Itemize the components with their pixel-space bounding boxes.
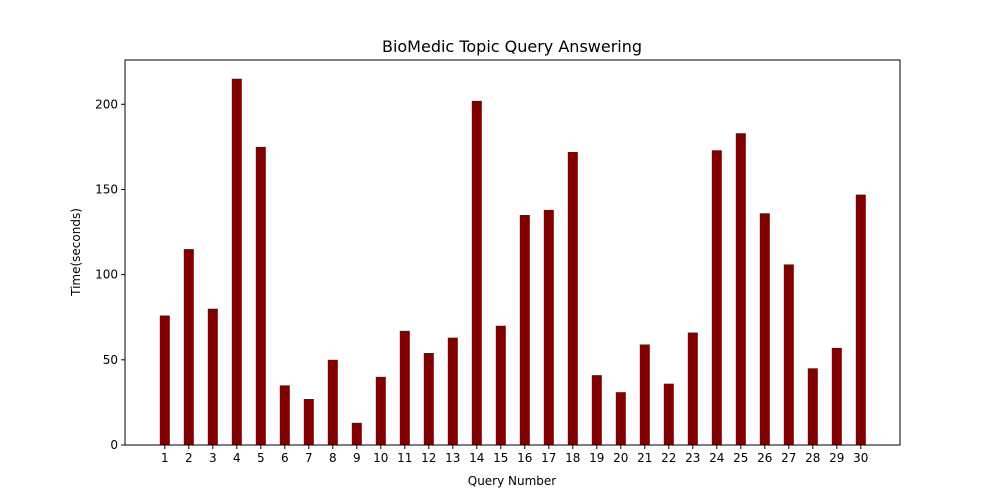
x-tick-label: 30 [853, 451, 868, 465]
bar-query-30 [855, 194, 866, 445]
bar-query-1 [159, 315, 170, 445]
bar-query-9 [351, 422, 362, 445]
x-tick-label: 25 [733, 451, 748, 465]
x-axis-label: Query Number [468, 474, 557, 488]
bar-query-3 [207, 308, 218, 445]
x-tick-label: 3 [209, 451, 217, 465]
x-tick-label: 2 [185, 451, 193, 465]
chart-title: BioMedic Topic Query Answering [382, 37, 642, 56]
bar-query-8 [327, 359, 338, 445]
bar-query-4 [231, 78, 242, 446]
x-tick-label: 5 [257, 451, 265, 465]
y-tick-label: 150 [95, 182, 118, 196]
y-tick-label: 200 [95, 97, 118, 111]
bar-query-6 [279, 385, 290, 445]
y-tick-label: 0 [110, 438, 118, 452]
x-tick-label: 9 [353, 451, 361, 465]
bar-query-27 [783, 264, 794, 445]
bar-query-23 [687, 332, 698, 445]
bar-query-12 [423, 353, 434, 445]
x-tick-label: 23 [685, 451, 700, 465]
bar-query-22 [663, 383, 674, 445]
x-tick-label: 12 [421, 451, 436, 465]
x-tick-label: 20 [613, 451, 628, 465]
x-tick-label: 10 [373, 451, 388, 465]
bar-query-29 [831, 347, 842, 445]
x-tick-label: 7 [305, 451, 313, 465]
bar-query-2 [183, 249, 194, 445]
x-tick-label: 21 [637, 451, 652, 465]
bar-query-25 [735, 133, 746, 445]
x-tick-label: 26 [757, 451, 772, 465]
x-tick-label: 16 [517, 451, 532, 465]
bar-query-18 [567, 151, 578, 446]
x-tick-label: 24 [709, 451, 724, 465]
x-tick-label: 28 [805, 451, 820, 465]
x-tick-label: 8 [329, 451, 337, 465]
x-tick-label: 13 [445, 451, 460, 465]
x-tick-label: 19 [589, 451, 604, 465]
bar-query-20 [615, 392, 626, 445]
bar-query-26 [759, 213, 770, 445]
x-tick-label: 22 [661, 451, 676, 465]
bar-query-15 [495, 325, 506, 445]
bar-query-24 [711, 150, 722, 446]
bar-query-14 [471, 100, 482, 445]
bar-query-19 [591, 375, 602, 445]
bar-query-10 [375, 376, 386, 445]
x-tick-label: 14 [469, 451, 484, 465]
bar-query-13 [447, 337, 458, 445]
bar-query-7 [303, 399, 314, 445]
x-tick-label: 6 [281, 451, 289, 465]
bar-query-28 [807, 368, 818, 445]
y-tick-label: 50 [103, 353, 118, 367]
bar-query-16 [519, 215, 530, 445]
x-tick-label: 11 [397, 451, 412, 465]
x-tick-label: 27 [781, 451, 796, 465]
x-tick-label: 4 [233, 451, 241, 465]
y-tick-label: 100 [95, 268, 118, 282]
x-tick-label: 15 [493, 451, 508, 465]
x-tick-label: 18 [565, 451, 580, 465]
bar-query-5 [255, 146, 266, 445]
x-tick-label: 29 [829, 451, 844, 465]
x-axis-ticks: 1 2 3 4 5 6 7 8 9 10 11 12 13 14 15 16 17 18 19 20 21 22 23 24 2… [161, 445, 868, 465]
plot-frame [124, 59, 901, 446]
bar-query-21 [639, 344, 650, 445]
x-tick-label: 17 [541, 451, 556, 465]
bar-query-17 [543, 209, 554, 445]
y-axis-label: Time(seconds) [69, 208, 83, 297]
y-axis-ticks: 0 50 100 150 200 [95, 97, 125, 452]
x-tick-label: 1 [161, 451, 169, 465]
bar-query-11 [399, 330, 410, 445]
bars-group [159, 78, 866, 446]
